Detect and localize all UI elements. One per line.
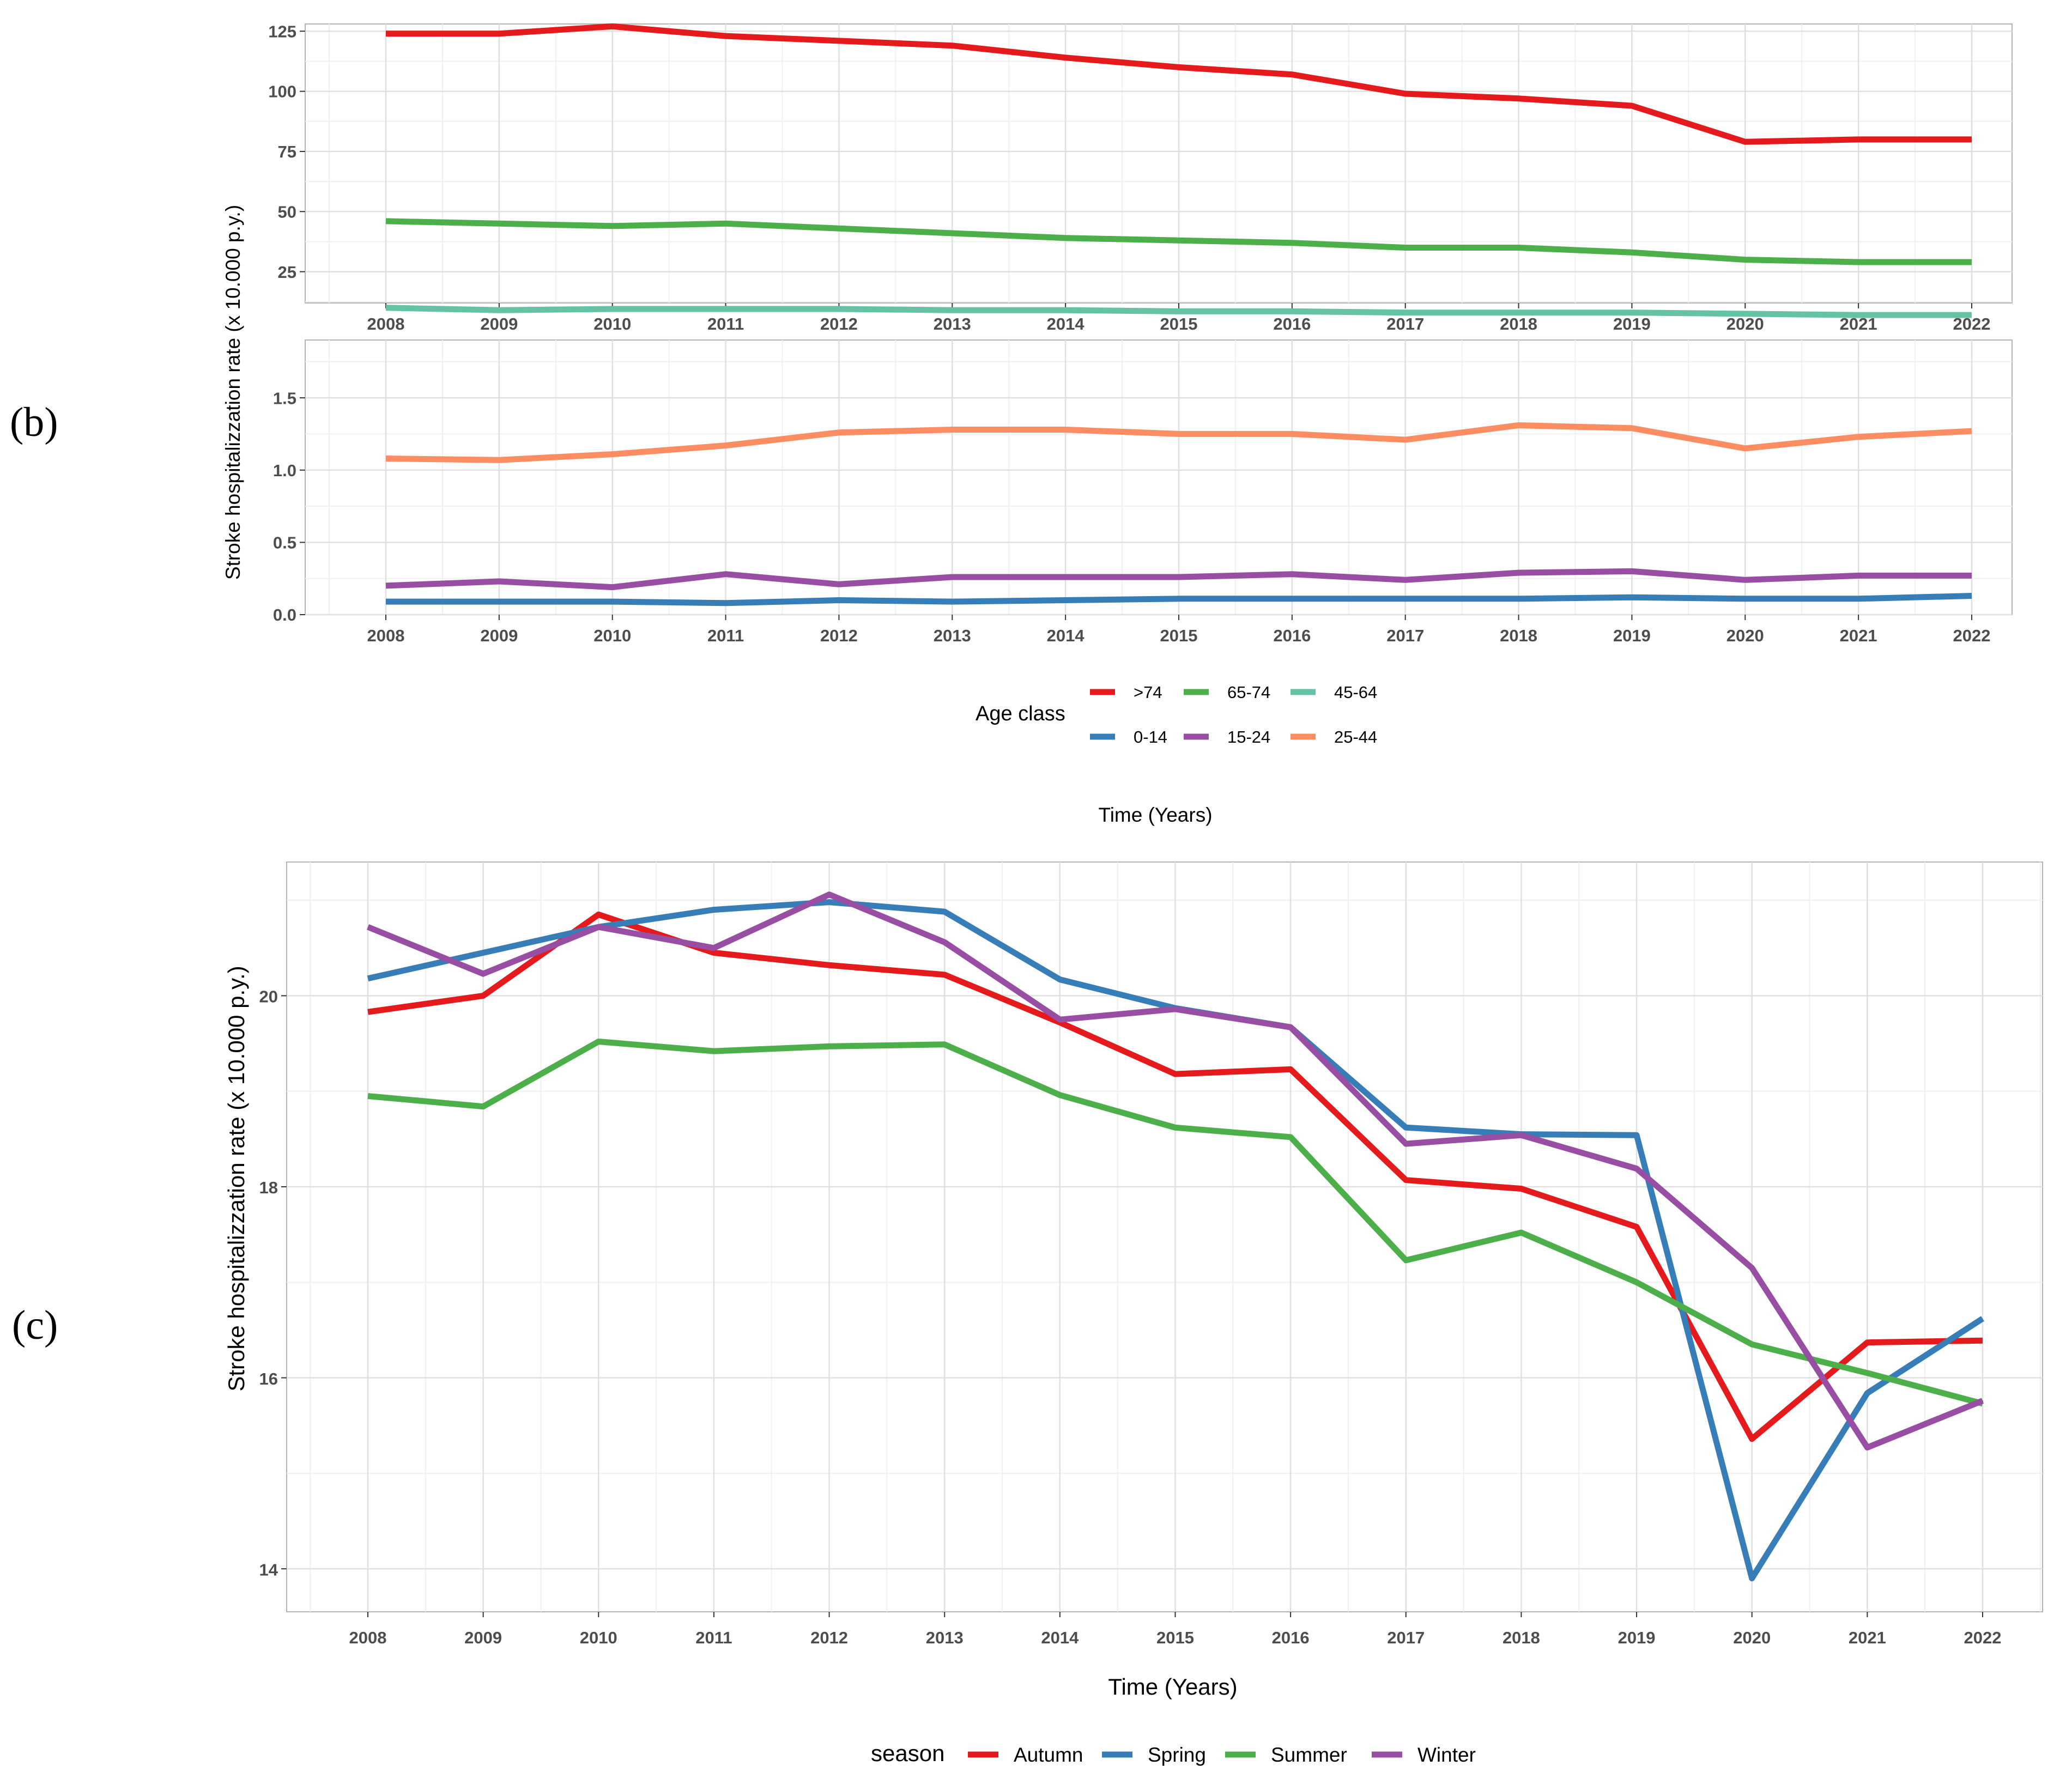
- y-tick-label: 1.5: [273, 389, 296, 408]
- x-tick-label: 2022: [1964, 1628, 2002, 1647]
- legend-c-label: Winter: [1417, 1744, 1476, 1766]
- x-tick-label: 2008: [367, 626, 405, 645]
- x-tick-label: 2019: [1618, 1628, 1656, 1647]
- legend-b-label: >74: [1134, 683, 1162, 702]
- x-tick-label: 2009: [464, 1628, 502, 1647]
- x-tick-label: 2017: [1386, 314, 1424, 333]
- x-tick-label: 2013: [934, 314, 971, 333]
- x-tick-label: 2012: [820, 314, 858, 333]
- y-tick-label: 50: [278, 202, 296, 221]
- legend-c-label: Spring: [1148, 1744, 1206, 1766]
- y-tick-label: 0.0: [273, 605, 296, 624]
- legend-b-label: 45-64: [1334, 683, 1377, 702]
- y-tick-label: 20: [259, 987, 278, 1006]
- legend-b-title: Age class: [976, 702, 1065, 725]
- x-tick-label: 2013: [926, 1628, 964, 1647]
- x-tick-label: 2010: [593, 314, 631, 333]
- x-tick-label: 2016: [1273, 314, 1311, 333]
- x-tick-label: 2015: [1156, 1628, 1194, 1647]
- chart-b-top: 25 50 75 100 125 2008 2009 2010 2011 2012 2013 2014…: [268, 22, 2013, 333]
- chart-c: 14 16 18 20 2008 2009 2010 2011 2012 2013 2014 2015…: [259, 861, 2043, 1647]
- series-line-45-64: [385, 305, 1972, 318]
- x-tick-label: 2014: [1041, 1628, 1079, 1647]
- x-tick-label: 2016: [1272, 1628, 1310, 1647]
- x-tick-label: 2011: [707, 314, 744, 333]
- plot-panel-b-bottom: [305, 339, 2013, 615]
- x-tick-label: 2013: [934, 626, 971, 645]
- y-tick-label: 125: [268, 22, 296, 41]
- y-tick-label: 14: [259, 1560, 278, 1579]
- x-tick-label: 2012: [820, 626, 858, 645]
- panel-c-ylabel: Stroke hospitalizzation rate (x 10.000 p…: [223, 966, 249, 1391]
- y-tick-label: 16: [259, 1369, 278, 1388]
- x-tick-label: 2016: [1273, 626, 1311, 645]
- legend-b-label: 15-24: [1227, 727, 1270, 747]
- x-tick-label: 2014: [1047, 626, 1085, 645]
- x-tick-label: 2008: [367, 314, 405, 333]
- panel-b-ylabel: Stroke hospitalizzation rate (x 10.000 p…: [222, 205, 244, 580]
- x-tick-label: 2022: [1953, 626, 1991, 645]
- legend-c-label: Summer: [1271, 1744, 1347, 1766]
- y-tick-label: 75: [278, 142, 296, 161]
- legend-b: Age class >74 65-74 45-64 0-14 15-24 25-44: [976, 683, 1377, 747]
- series-line-15-24: [385, 568, 1972, 591]
- series-line--74: [386, 23, 1972, 145]
- legend-c-label: Autumn: [1014, 1744, 1083, 1766]
- x-tick-label: 2019: [1613, 626, 1651, 645]
- series-line-summer: [367, 1039, 1984, 1407]
- x-tick-label: 2010: [580, 1628, 617, 1647]
- plot-panel-c: [286, 861, 2043, 1612]
- x-tick-label: 2019: [1613, 314, 1651, 333]
- x-tick-label: 2021: [1840, 626, 1877, 645]
- y-tick-label: 18: [259, 1178, 278, 1197]
- x-tick-label: 2011: [695, 1628, 732, 1647]
- x-tick-label: 2020: [1733, 1628, 1771, 1647]
- x-tick-label: 2020: [1726, 626, 1764, 645]
- series-line-winter: [366, 891, 1984, 1451]
- y-tick-label: 1.0: [273, 461, 296, 480]
- x-tick-label: 2009: [480, 314, 518, 333]
- y-tick-label: 25: [278, 263, 296, 282]
- legend-b-label: 0-14: [1134, 727, 1167, 747]
- series-line-25-44: [385, 422, 1972, 463]
- x-tick-label: 2017: [1387, 1628, 1425, 1647]
- x-tick-label: 2018: [1500, 314, 1537, 333]
- series-line-0-14: [386, 593, 1972, 606]
- x-tick-label: 2012: [810, 1628, 848, 1647]
- x-tick-label: 2008: [349, 1628, 387, 1647]
- x-tick-label: 2015: [1160, 314, 1198, 333]
- x-tick-label: 2015: [1160, 626, 1198, 645]
- x-tick-label: 2010: [593, 626, 631, 645]
- x-tick-label: 2011: [707, 626, 744, 645]
- legend-c: season Autumn Spring Summer Winter: [871, 1740, 1476, 1766]
- x-tick-label: 2018: [1500, 626, 1537, 645]
- panel-c-xlabel: Time (Years): [1108, 1674, 1237, 1700]
- x-tick-label: 2009: [480, 626, 518, 645]
- legend-c-title: season: [871, 1740, 944, 1766]
- legend-b-label: 65-74: [1227, 683, 1270, 702]
- x-tick-label: 2018: [1502, 1628, 1540, 1647]
- y-tick-label: 0.5: [273, 533, 296, 553]
- panel-b-tag: (b): [10, 399, 58, 445]
- series-line-autumn: [367, 911, 1983, 1442]
- chart-b-bottom: 0.0 0.5 1.0 1.5 2008 2009 2010 2011 2012 2013 2014…: [273, 339, 2013, 645]
- y-tick-label: 100: [268, 82, 296, 101]
- panel-b-xlabel: Time (Years): [1098, 804, 1212, 826]
- legend-b-label: 25-44: [1334, 727, 1377, 747]
- x-tick-label: 2017: [1386, 626, 1424, 645]
- x-tick-label: 2020: [1726, 314, 1764, 333]
- series-line-65-74: [385, 218, 1972, 265]
- x-tick-label: 2021: [1849, 1628, 1886, 1647]
- x-tick-label: 2014: [1047, 314, 1085, 333]
- panel-c-tag: (c): [12, 1302, 58, 1348]
